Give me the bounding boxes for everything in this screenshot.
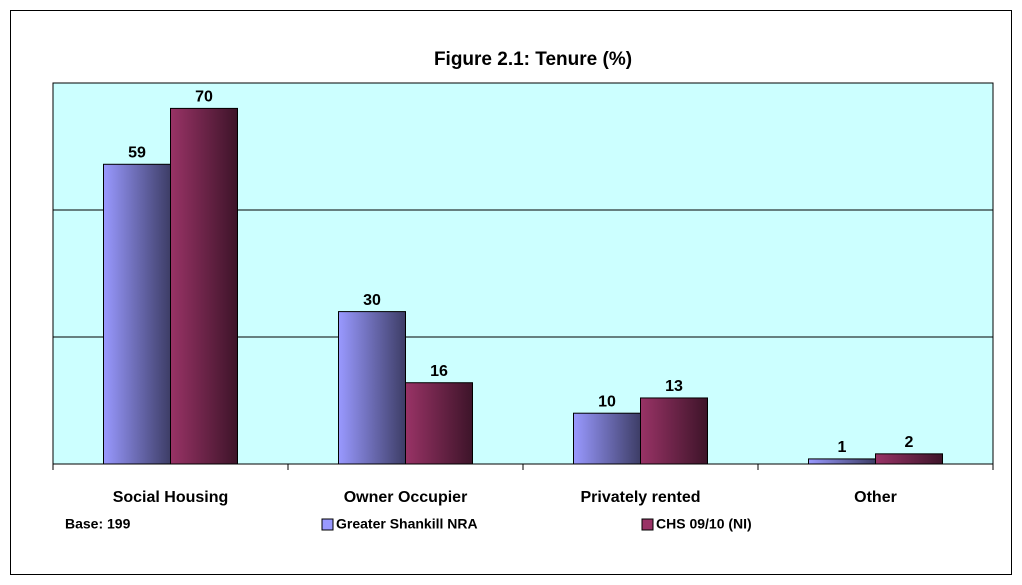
x-tick-label: Other bbox=[854, 489, 897, 506]
bar bbox=[170, 107, 238, 465]
legend-swatch bbox=[321, 518, 334, 531]
value-label: 2 bbox=[905, 434, 914, 451]
bar bbox=[405, 382, 473, 465]
legend-label: Greater Shankill NRA bbox=[336, 516, 478, 532]
bar bbox=[808, 458, 876, 465]
legend-label: CHS 09/10 (NI) bbox=[656, 516, 752, 532]
bar bbox=[875, 453, 943, 465]
bar bbox=[573, 412, 641, 465]
value-label: 13 bbox=[665, 378, 683, 395]
bar bbox=[338, 311, 406, 465]
value-label: 70 bbox=[195, 89, 213, 106]
x-tick-label: Social Housing bbox=[113, 489, 229, 506]
value-label: 1 bbox=[838, 439, 847, 456]
value-label: 10 bbox=[598, 393, 616, 410]
chart-title: Figure 2.1: Tenure (%) bbox=[434, 49, 632, 70]
value-label: 30 bbox=[363, 292, 381, 309]
x-tick-label: Owner Occupier bbox=[344, 489, 468, 506]
annotation: Base: 199 bbox=[65, 516, 131, 532]
bar bbox=[640, 397, 708, 465]
bar bbox=[103, 163, 171, 465]
legend-swatch bbox=[641, 518, 654, 531]
x-tick-label: Privately rented bbox=[580, 489, 700, 506]
value-label: 16 bbox=[430, 363, 448, 380]
value-label: 59 bbox=[128, 144, 146, 161]
